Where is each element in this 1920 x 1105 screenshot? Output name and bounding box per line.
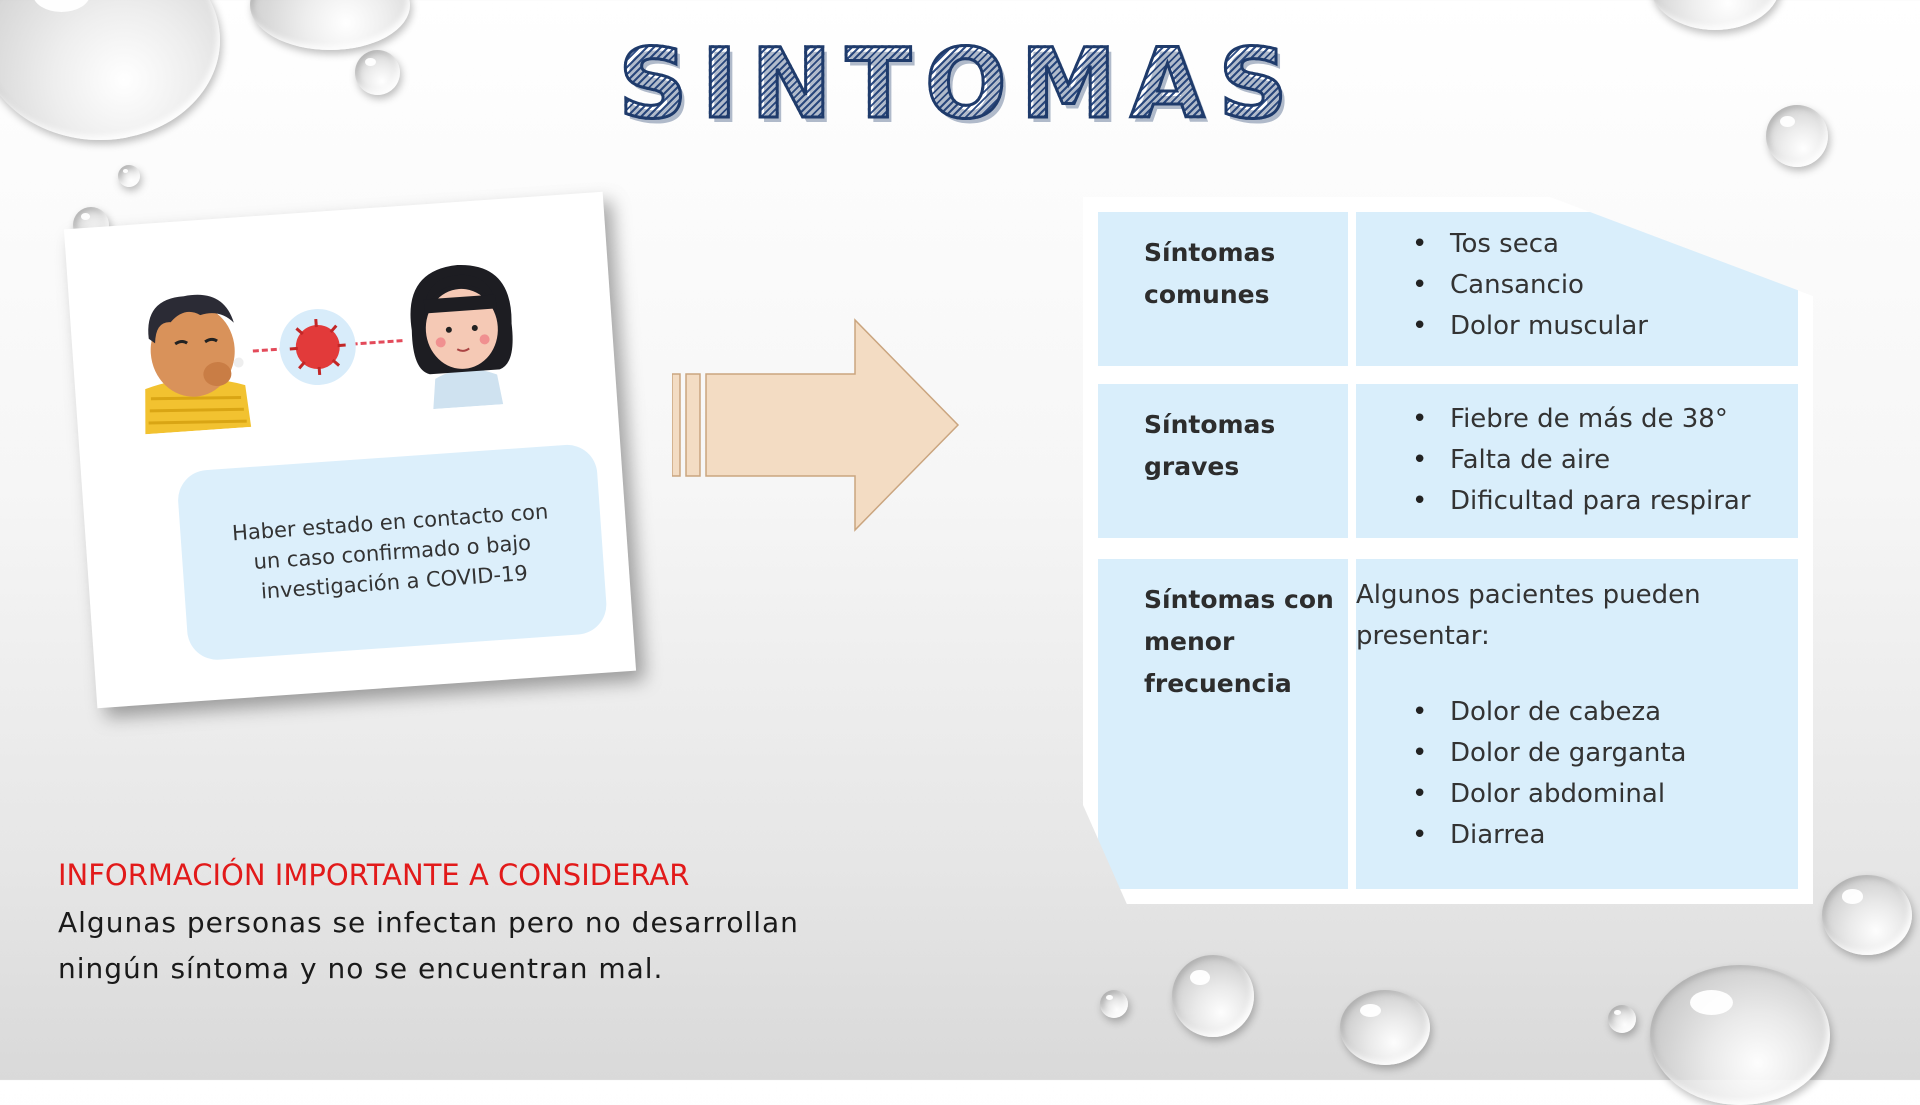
- symptom-list: Fiebre de más de 38° Falta de aire Dific…: [1356, 399, 1798, 522]
- info-text: Algunas personas se infectan pero no des…: [58, 900, 898, 992]
- water-drop: [1100, 990, 1128, 1018]
- table-row-label: Síntomas comunes: [1098, 212, 1348, 366]
- list-item: Cansancio: [1450, 265, 1798, 306]
- water-drop: [1172, 955, 1254, 1037]
- woman-illustration: [397, 253, 527, 411]
- water-drop: [1822, 875, 1912, 955]
- water-drop: [118, 165, 140, 187]
- list-item: Diarrea: [1450, 815, 1798, 856]
- card-caption: Haber estado en contacto con un caso con…: [229, 496, 554, 608]
- info-heading: INFORMACIÓN IMPORTANTE A CONSIDERAR: [58, 858, 689, 892]
- table-row-items: Fiebre de más de 38° Falta de aire Dific…: [1356, 384, 1798, 538]
- right-arrow-icon: [672, 318, 962, 533]
- list-item: Fiebre de más de 38°: [1450, 399, 1798, 440]
- symptom-list: Tos seca Cansancio Dolor muscular: [1356, 224, 1798, 347]
- virus-icon: [275, 304, 360, 389]
- list-item: Dificultad para respirar: [1450, 481, 1798, 522]
- page-title: SINTOMAS: [0, 28, 1920, 140]
- water-drop: [1650, 0, 1780, 30]
- list-item: Dolor abdominal: [1450, 774, 1798, 815]
- table-row-items: Algunos pacientes pueden presentar: Dolo…: [1356, 559, 1798, 889]
- symptom-list: Dolor de cabeza Dolor de garganta Dolor …: [1356, 692, 1798, 856]
- table-row-label: Síntomas con menor frecuencia: [1098, 559, 1348, 889]
- list-item: Tos seca: [1450, 224, 1798, 265]
- list-item: Falta de aire: [1450, 440, 1798, 481]
- label-sintomas-menor-frecuencia: Síntomas con menor frecuencia: [1098, 559, 1334, 705]
- symptoms-table: Síntomas comunes Tos seca Cansancio Dolo…: [1083, 197, 1813, 904]
- water-drop: [1650, 965, 1830, 1105]
- table-row-label: Síntomas graves: [1098, 384, 1348, 538]
- list-item: Dolor muscular: [1450, 306, 1798, 347]
- list-item: Dolor de cabeza: [1450, 692, 1798, 733]
- water-drop: [1608, 1005, 1636, 1033]
- label-sintomas-comunes: Síntomas comunes: [1098, 212, 1314, 316]
- water-drop: [1340, 990, 1430, 1065]
- list-item: Dolor de garganta: [1450, 733, 1798, 774]
- sick-man-illustration: [123, 276, 263, 435]
- label-sintomas-graves: Síntomas graves: [1098, 384, 1314, 488]
- list-intro: Algunos pacientes pueden presentar:: [1356, 575, 1726, 657]
- speech-bubble: Haber estado en contacto con un caso con…: [176, 443, 608, 662]
- table-row-items: Tos seca Cansancio Dolor muscular: [1356, 212, 1798, 366]
- contact-card: Haber estado en contacto con un caso con…: [64, 192, 636, 708]
